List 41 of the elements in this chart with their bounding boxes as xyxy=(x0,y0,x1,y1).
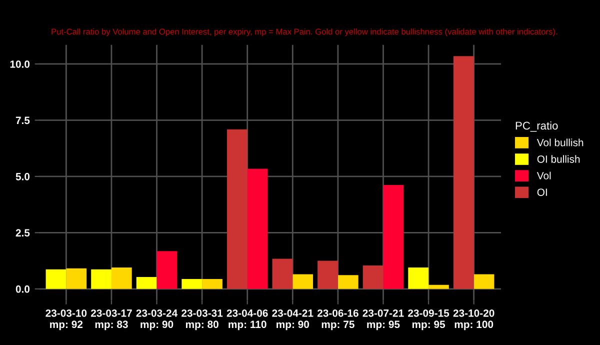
x-tick-label: 23-04-06 mp: 110 xyxy=(226,309,268,330)
chart-subtitle: Put-Call ratio by Volume and Open Interest, per expiry, mp = Max Pain. Gold or yellow indicate bullishness (validate with other indicators). xyxy=(52,28,558,36)
bar xyxy=(182,279,202,289)
bar xyxy=(66,268,87,289)
y-tick-label: 10.0 xyxy=(10,60,30,68)
bar xyxy=(362,266,384,289)
x-tick-label: 23-03-24 mp: 90 xyxy=(136,309,178,330)
x-tick-label: 23-03-17 mp: 83 xyxy=(90,309,132,330)
legend-label: Vol xyxy=(536,172,551,180)
x-tick-label: 23-10-20 mp: 100 xyxy=(453,309,494,330)
legend-label: Vol bullish xyxy=(536,138,584,146)
y-tick-label: 0.0 xyxy=(16,285,30,293)
bar xyxy=(408,268,429,289)
bar xyxy=(383,184,404,289)
bar xyxy=(318,260,338,289)
x-tick-label: 23-03-10 mp: 92 xyxy=(46,309,87,330)
x-tick-label: 23-03-31 mp: 80 xyxy=(182,309,223,330)
bar xyxy=(91,269,112,289)
bar xyxy=(136,276,157,289)
x-tick-label: 23-07-21 mp: 95 xyxy=(362,309,404,330)
bar xyxy=(292,274,314,289)
legend-label: OI xyxy=(537,188,547,196)
bar xyxy=(338,275,358,289)
x-tick-label: 23-09-15 mp: 95 xyxy=(408,309,450,330)
bar xyxy=(226,129,248,289)
y-tick-label: 5.0 xyxy=(16,172,30,180)
y-tick-label: 2.5 xyxy=(16,229,30,237)
bar xyxy=(111,268,132,289)
bar xyxy=(272,258,293,289)
legend-label: OI bullish xyxy=(537,155,580,163)
bar xyxy=(156,251,178,289)
bar xyxy=(428,284,449,289)
x-tick-label: 23-04-21 mp: 90 xyxy=(272,309,314,330)
bar xyxy=(247,168,268,289)
legend-title: PC_ratio xyxy=(516,121,558,132)
x-tick-label: 23-06-16 mp: 75 xyxy=(317,309,358,330)
bar xyxy=(474,274,494,289)
bar xyxy=(202,279,222,289)
bar xyxy=(46,269,66,289)
bar xyxy=(453,56,474,289)
y-tick-label: 7.5 xyxy=(16,116,30,124)
